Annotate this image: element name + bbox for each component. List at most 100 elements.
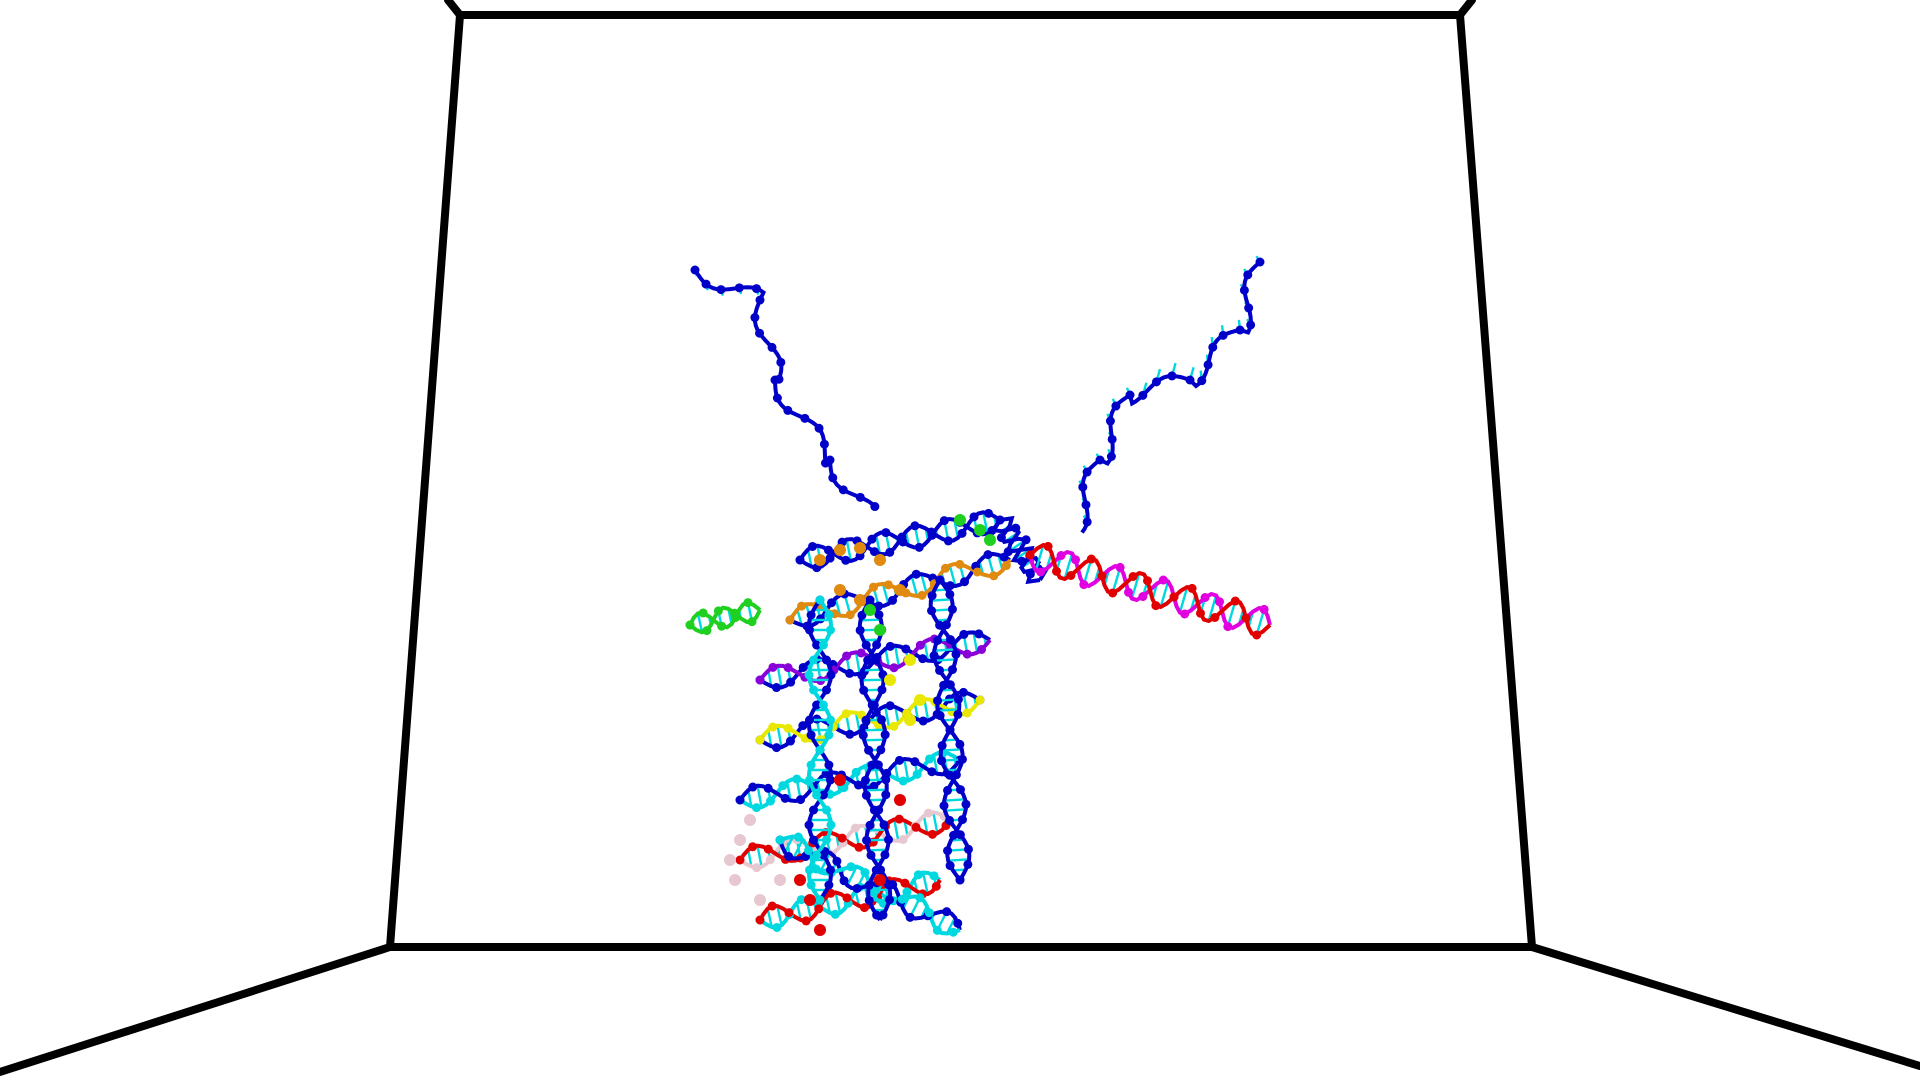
- nucleotide: [780, 793, 790, 803]
- nucleotide: [885, 547, 895, 557]
- nucleotide: [932, 925, 942, 935]
- nucleotide: [806, 730, 816, 740]
- nucleotide: [701, 279, 711, 289]
- helix-9: [855, 595, 895, 922]
- nucleotide: [1036, 567, 1046, 577]
- nucleotide: [943, 536, 953, 546]
- nucleotide: [794, 874, 806, 886]
- nucleotide: [690, 265, 700, 275]
- base-pair: [903, 820, 909, 837]
- nucleotide: [814, 423, 824, 433]
- nucleotide: [874, 610, 884, 620]
- base-pair: [834, 597, 842, 616]
- nucleotide: [785, 736, 795, 746]
- nucleotide: [778, 781, 788, 791]
- base-pair: [921, 872, 929, 895]
- base-pair: [796, 609, 803, 626]
- nucleotide: [854, 542, 866, 554]
- nucleotide: [888, 595, 898, 605]
- nucleotide: [941, 620, 951, 630]
- nucleotide: [772, 743, 782, 753]
- nucleotide: [815, 745, 825, 755]
- nucleotide: [850, 823, 860, 833]
- nucleotide: [939, 801, 949, 811]
- nucleotide: [1243, 270, 1253, 280]
- nucleotide: [927, 530, 937, 540]
- dna-structure[interactable]: [685, 255, 1272, 937]
- nucleotide: [772, 922, 782, 932]
- base-pair: [766, 908, 773, 928]
- nucleotide: [724, 854, 736, 866]
- nucleotide: [857, 670, 867, 680]
- base-pair: [776, 725, 783, 748]
- nucleotide: [819, 439, 829, 449]
- nucleotide: [915, 893, 925, 903]
- nucleotide: [818, 850, 828, 860]
- nucleotide: [806, 610, 816, 620]
- staple-orange: [814, 542, 906, 606]
- nucleotide: [1003, 547, 1013, 557]
- nucleotide: [894, 794, 906, 806]
- nucleotide: [955, 830, 965, 840]
- nucleotide: [1111, 401, 1121, 411]
- nucleotide: [883, 835, 893, 845]
- nucleotide: [798, 662, 808, 672]
- nucleotide: [894, 755, 904, 765]
- nucleotide: [755, 915, 765, 925]
- nucleotide: [959, 629, 969, 639]
- nucleotide: [1187, 583, 1197, 593]
- nucleotide: [871, 865, 881, 875]
- nucleotide: [910, 757, 920, 767]
- backbone: [998, 515, 1042, 585]
- nucleotide: [685, 620, 695, 630]
- ssdna-arm-left: [690, 265, 880, 512]
- nucleotide: [972, 567, 982, 577]
- nucleotide: [821, 835, 831, 845]
- nucleotide: [772, 393, 782, 403]
- nucleotide: [881, 790, 891, 800]
- nucleotide: [923, 808, 933, 818]
- nucleotide: [862, 835, 872, 845]
- nucleotide: [755, 735, 765, 745]
- nucleotide: [824, 760, 834, 770]
- nucleotide: [824, 610, 834, 620]
- nucleotide: [894, 814, 904, 824]
- nucleotide: [825, 625, 835, 635]
- backbone: [1080, 260, 1262, 534]
- nucleotide: [940, 563, 950, 573]
- nucleotide: [931, 881, 941, 891]
- nucleotide: [774, 874, 786, 886]
- nucleotide: [841, 555, 851, 565]
- nucleotide: [853, 780, 863, 790]
- base-pair: [806, 549, 813, 567]
- nucleotide: [925, 754, 935, 764]
- nucleotide: [845, 610, 855, 620]
- nucleotide: [1235, 325, 1245, 335]
- base-pair: [756, 845, 763, 868]
- nucleotide: [1218, 330, 1228, 340]
- nucleotide: [957, 815, 967, 825]
- nucleotide: [1001, 561, 1011, 571]
- nucleotide: [898, 835, 908, 845]
- nucleotide: [755, 328, 765, 338]
- nucleotide: [953, 694, 963, 704]
- nucleotide: [854, 842, 864, 852]
- nucleotide: [927, 767, 937, 777]
- nucleotide: [945, 680, 955, 690]
- nucleotide: [730, 613, 740, 623]
- base-pair: [767, 729, 773, 747]
- nucleotide: [845, 668, 855, 678]
- base-pair: [868, 848, 887, 852]
- nucleotide: [804, 845, 814, 855]
- nucleotide: [1215, 597, 1225, 607]
- nucleotide: [872, 640, 882, 650]
- base-pair: [938, 708, 960, 712]
- base-pair: [940, 748, 962, 752]
- nucleotide: [834, 584, 846, 596]
- nucleotide: [768, 722, 778, 732]
- base-pair: [881, 583, 890, 605]
- base-pair: [883, 705, 891, 728]
- nucleotide: [885, 701, 895, 711]
